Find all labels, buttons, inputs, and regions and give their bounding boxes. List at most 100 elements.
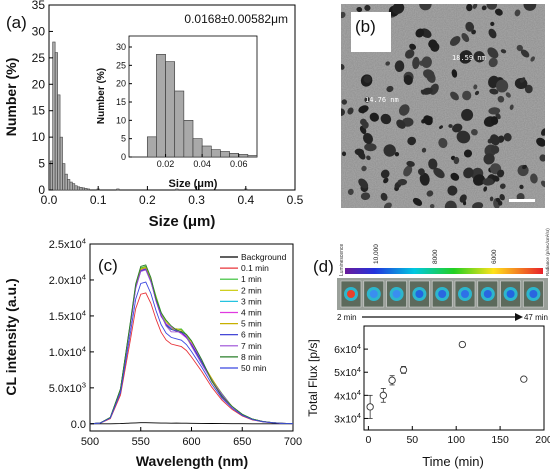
nanoparticle: [404, 49, 415, 59]
flux-x-ticks: 0 50 100 150 200: [365, 426, 550, 446]
flux-points: [366, 340, 528, 419]
flux-y-tick-label: 3x104: [334, 411, 361, 425]
nanoparticle: [438, 137, 448, 149]
well-glow-inner: [438, 290, 447, 298]
inset-x-label: Size (μm): [169, 178, 218, 190]
hist-bar: [69, 181, 73, 191]
well-glow-inner: [392, 290, 401, 298]
well-glow-inner: [369, 290, 378, 298]
panel-c: (c) 500 550 600 650 700 0.0 5.0x103 1.0x104 1.5…: [3, 237, 302, 469]
nanoparticle: [505, 92, 511, 98]
nanoparticle: [363, 132, 373, 145]
flux-y-tick-label: 4x104: [334, 388, 361, 402]
hist-annotation: 0.0168±0.00582μm: [184, 12, 288, 26]
flux-point: [458, 340, 466, 349]
nanoparticle: [358, 178, 369, 189]
cl-legend-label: 1 min: [241, 274, 262, 284]
side-label-luminescence: Luminescence: [339, 244, 345, 276]
nanoparticle: [461, 32, 470, 43]
nanoparticle: [396, 119, 406, 129]
cl-y-tick-label: 2.0x104: [49, 273, 87, 287]
nanoparticle: [472, 202, 484, 208]
cl-series-line: [89, 281, 294, 425]
nanoparticle: [356, 6, 363, 13]
hist-bar: [59, 136, 63, 191]
nanoparticle: [380, 113, 392, 125]
hist-y-tick-label: 35: [32, 0, 46, 12]
inset-bar: [146, 136, 157, 158]
nanoparticle: [426, 190, 434, 197]
nanoparticle: [360, 118, 367, 126]
micrograph-label-1: 18.59 nm: [452, 54, 486, 62]
nanoparticle: [448, 124, 453, 128]
inset-bar: [229, 153, 240, 158]
cl-legend-label: 4 min: [241, 308, 262, 318]
nanoparticle: [452, 123, 463, 133]
hist-y-tick-label: 25: [32, 51, 46, 65]
well-glow-inner: [461, 290, 469, 298]
flux-x-tick-label: 0: [365, 434, 371, 446]
hist-x-tick-label: 0.3: [188, 193, 205, 207]
nanoparticle: [415, 28, 425, 38]
micrograph-panel: (b) 18.59 nm 14.76 nm: [341, 4, 545, 208]
time-start-label: 2 min: [337, 313, 357, 322]
inset-bar: [183, 120, 194, 158]
inset-y-tick-label: 15: [116, 97, 126, 107]
nanoparticle: [466, 4, 473, 12]
nanoparticle: [360, 192, 371, 201]
nanoparticle: [490, 116, 499, 125]
flux-point: [399, 366, 408, 374]
cl-legend-label: 50 min: [241, 363, 267, 373]
hist-y-tick-label: 30: [32, 24, 46, 38]
nanoparticle: [364, 143, 377, 152]
cl-y-tick-label: 2.5x104: [49, 237, 87, 251]
nanoparticle: [363, 75, 372, 83]
cl-y-ticks: 0.0 5.0x103 1.0x104 1.5x104 2.0x104 2.5x104: [49, 237, 94, 431]
nanoparticle: [539, 154, 545, 162]
nanoparticle: [499, 183, 506, 189]
cl-legend-label: 6 min: [241, 330, 262, 340]
scale-label-8000: 8000: [432, 249, 439, 264]
nanoparticle: [428, 39, 438, 49]
nanoparticle: [463, 167, 474, 179]
nanoparticle: [347, 107, 354, 115]
nanoparticle: [412, 197, 423, 206]
hist-bar: [116, 188, 120, 191]
flux-axes-frame: [363, 325, 545, 431]
nanoparticle: [489, 88, 499, 95]
nanoparticle: [514, 9, 521, 17]
flux-y-ticks: 3x104 4x104 5x104 6x104: [334, 342, 368, 425]
nanoparticle: [496, 169, 505, 178]
nanoparticle: [429, 203, 435, 208]
inset-y-ticks: 0 5 10 15 20 25 30: [116, 42, 132, 162]
cl-x-tick-label: 550: [132, 436, 150, 448]
cl-x-tick-label: 650: [233, 436, 251, 448]
nanoparticle: [465, 21, 475, 32]
luminescence-strip: 10,000 8000 6000 Luminescence Radiance (…: [337, 228, 550, 322]
nanoparticle: [423, 69, 435, 79]
flux-x-tick-label: 200: [535, 434, 550, 446]
nanoparticle: [450, 172, 460, 181]
cl-legend-label: 7 min: [241, 341, 262, 351]
nanoparticle: [380, 169, 390, 179]
nanoparticle: [358, 105, 369, 114]
nanoparticle: [540, 180, 545, 188]
panel-d: (d) 10,000 8000 6000 Luminescence Radian…: [306, 228, 550, 469]
inset-x-tick-label: 0.06: [230, 159, 248, 169]
panel-c-letter: (c): [98, 256, 118, 275]
cl-series-line: [89, 269, 294, 425]
hist-bar: [86, 188, 90, 191]
inset-y-label: Number (%): [96, 68, 107, 124]
nanoparticle: [341, 63, 345, 70]
hist-bar: [76, 186, 81, 191]
nanoparticle: [472, 4, 478, 9]
scale-label-6000: 6000: [491, 249, 498, 264]
panel-a: (a) 0.0 0.1 0.2 0.3 0.4 0.5 0 5 10 15 20 25 30 35 Si…: [3, 0, 304, 230]
panel-a-letter: (a): [6, 13, 27, 32]
micrograph-label-2: 14.76 nm: [365, 96, 399, 104]
cl-legend-label: 2 min: [241, 285, 262, 295]
nanoparticle: [459, 194, 467, 203]
hist-bar: [54, 52, 58, 191]
nanoparticle: [481, 5, 487, 11]
